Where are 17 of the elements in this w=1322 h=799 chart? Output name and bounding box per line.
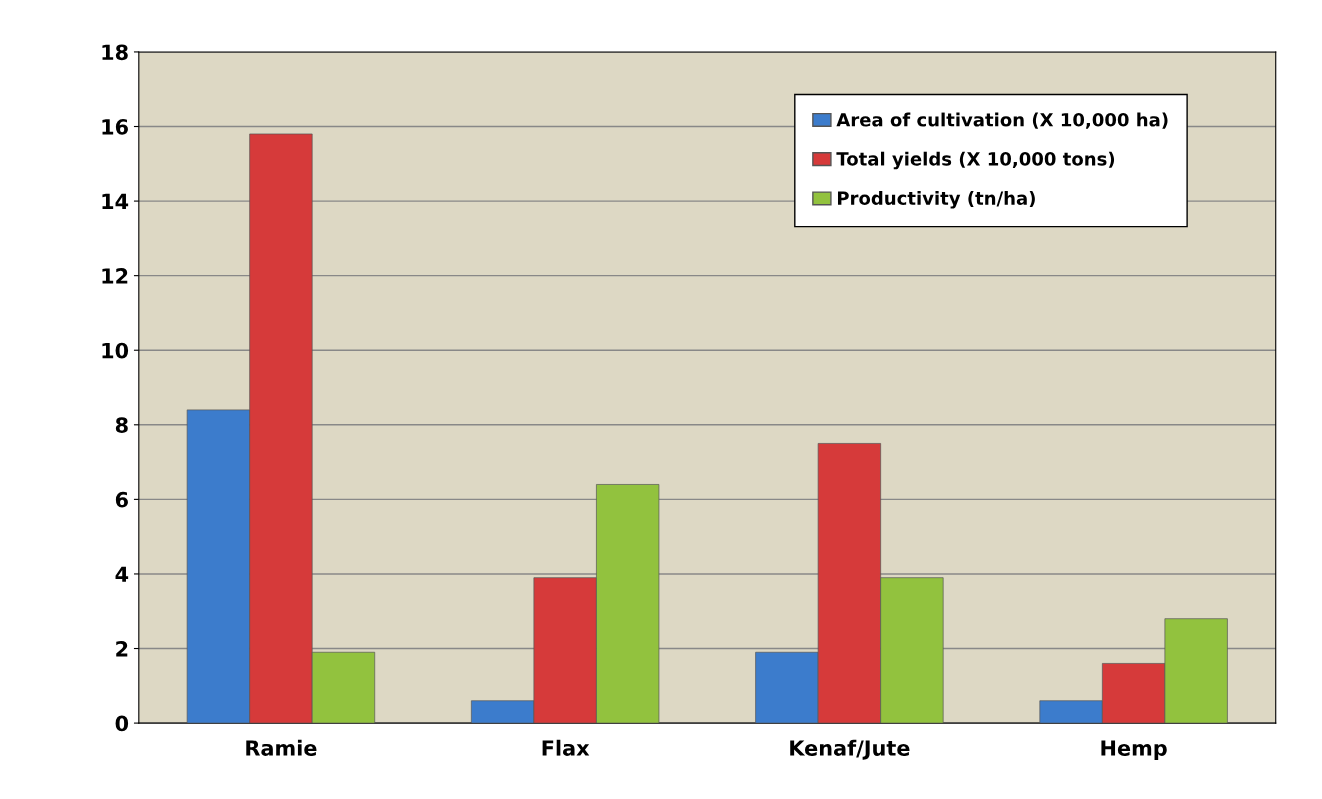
x-tick-label: Flax (542, 739, 590, 756)
x-tick-label: Ramie (246, 739, 317, 756)
y-tick-label: 16 (102, 118, 128, 135)
x-tick-label: Kenaf/Jute (790, 739, 910, 760)
y-tick-label: 18 (102, 44, 128, 61)
legend-label: Total yields (X 10,000 tons) (836, 151, 1115, 170)
y-tick-label: 6 (115, 491, 128, 508)
y-tick-label: 14 (102, 193, 129, 209)
legend-label: Productivity (tn/ha) (837, 191, 1035, 209)
y-tick-label: 0 (115, 715, 129, 732)
y-tick-label: 4 (115, 566, 129, 582)
y-tick-label: 10 (102, 342, 129, 359)
x-tick-label: Hemp (1101, 740, 1167, 760)
y-tick-label: 12 (102, 268, 128, 284)
legend-label: Area of cultivation (X 10,000 ha) (836, 112, 1168, 129)
y-tick-label: 8 (115, 417, 128, 434)
y-tick-label: 2 (116, 640, 128, 657)
